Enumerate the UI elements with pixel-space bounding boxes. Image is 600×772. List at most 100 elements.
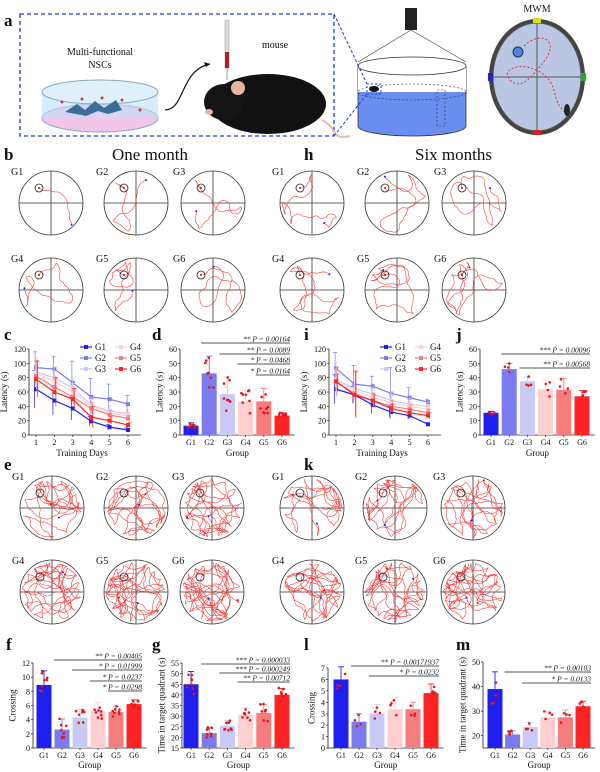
data-point <box>548 381 551 384</box>
legend-label: G1 <box>395 342 406 352</box>
end-point-marker <box>476 602 479 605</box>
panel-letter-m: m <box>456 635 470 654</box>
legend-label: G6 <box>130 364 141 374</box>
y-tick-label: 3 <box>321 710 325 719</box>
end-point-marker <box>384 187 386 189</box>
data-point <box>548 711 552 715</box>
swim-path-h-G5: G5 <box>357 254 430 323</box>
swim-path <box>379 174 426 233</box>
x-tick-label: G2 <box>508 751 518 760</box>
start-point-marker <box>382 268 385 271</box>
chart-l: 0 1 2 3 4 5 6 7 Crossing Group G1 G2 G3 G4 G5 G6 ** P = … <box>307 658 444 770</box>
significance-label: ** P = 0.00712 <box>243 674 290 683</box>
data-point <box>111 715 115 718</box>
platform-target <box>295 488 305 498</box>
series-G1 <box>332 374 430 427</box>
data-point <box>228 400 232 403</box>
data-point <box>413 714 416 718</box>
data-point <box>210 726 214 730</box>
swim-path-k-G2: G2 <box>355 472 428 541</box>
data-point <box>52 398 57 403</box>
series-line <box>35 375 129 420</box>
chart-f: 0 2 4 6 8 10 12 Crossing Group G1 G2 G3 G4 G5 G6 ** P =… <box>7 652 147 770</box>
swim-path-h-G6: G6 <box>434 254 507 323</box>
data-point <box>118 712 121 716</box>
data-point <box>407 404 412 409</box>
data-point <box>357 713 360 717</box>
data-point <box>190 677 193 681</box>
group-label: G6 <box>173 254 185 265</box>
swim-path <box>365 479 424 537</box>
y-axis-label: Time in target quadrant (s) <box>457 657 467 753</box>
legend-label: G2 <box>395 353 406 363</box>
significance-label: ** P = 0.00103 <box>544 664 591 673</box>
data-point <box>126 416 130 421</box>
chart-m: 20 30 40 50 Time in target quadrant (s) Group… <box>457 657 596 770</box>
start-point-marker <box>144 179 147 182</box>
group-label: G1 <box>11 167 23 178</box>
legend-label: G3 <box>395 364 406 374</box>
data-point <box>70 395 75 400</box>
x-axis-label: Training Days <box>56 448 108 458</box>
data-point <box>584 390 588 393</box>
start-point-marker <box>212 265 215 268</box>
petri-dish-icon <box>41 79 159 133</box>
start-point-marker <box>470 519 473 522</box>
y-tick-label: 4 <box>26 716 30 725</box>
x-tick-label: G4 <box>241 438 251 447</box>
y-tick-label: 60 <box>318 388 326 397</box>
data-point <box>248 718 252 722</box>
data-point <box>205 728 209 731</box>
data-point <box>94 711 98 714</box>
x-axis-label: Group <box>227 760 250 770</box>
bar-G3 <box>522 727 538 748</box>
data-point <box>373 717 377 720</box>
y-tick-label: 0 <box>321 744 325 753</box>
data-point <box>40 671 44 675</box>
data-point <box>192 692 196 696</box>
y-tick-label: 0 <box>26 744 30 753</box>
data-point <box>352 388 357 393</box>
y-tick-label: 25 <box>171 723 179 732</box>
chart-c: 0 20 40 60 80 100 120 Latency (s) Training Days 1… <box>0 342 141 458</box>
bar-G4 <box>90 711 106 748</box>
data-point <box>529 383 533 387</box>
y-tick-label: 20 <box>469 402 477 411</box>
group-label: G3 <box>434 167 446 178</box>
end-point-marker <box>461 274 463 276</box>
data-point <box>260 395 264 399</box>
data-point <box>263 411 266 415</box>
data-point <box>548 395 551 398</box>
panel-letter-f: f <box>6 635 12 654</box>
data-point <box>527 384 530 387</box>
data-point <box>248 411 252 415</box>
data-point <box>206 726 210 729</box>
platform-target <box>378 488 388 498</box>
y-tick-label: 15 <box>171 744 179 753</box>
x-tick-label: G6 <box>577 438 587 447</box>
data-point <box>335 687 338 690</box>
data-point <box>230 728 233 732</box>
data-point <box>126 422 130 427</box>
y-tick-label: 7 <box>321 664 325 673</box>
end-point-marker <box>384 274 386 276</box>
data-point <box>208 386 211 389</box>
panel-letter-g: g <box>152 635 161 654</box>
y-tick-label: 80 <box>18 374 26 383</box>
platform-target <box>295 572 305 582</box>
data-point <box>279 699 282 703</box>
data-point <box>34 371 38 376</box>
data-point <box>530 728 534 732</box>
start-point-marker <box>468 266 471 269</box>
end-point-marker <box>385 567 388 570</box>
group-label: G6 <box>433 556 445 567</box>
data-point <box>334 379 338 384</box>
significance-label: * P = 0.01999 <box>99 662 143 671</box>
data-point <box>227 398 230 402</box>
swim-path-b-G2: G2 <box>96 167 169 236</box>
data-point <box>259 703 262 706</box>
data-point <box>284 692 288 696</box>
data-point <box>284 412 288 415</box>
y-tick-label: 20 <box>169 402 177 411</box>
significance-label: *** P = 0.000249 <box>235 665 290 674</box>
